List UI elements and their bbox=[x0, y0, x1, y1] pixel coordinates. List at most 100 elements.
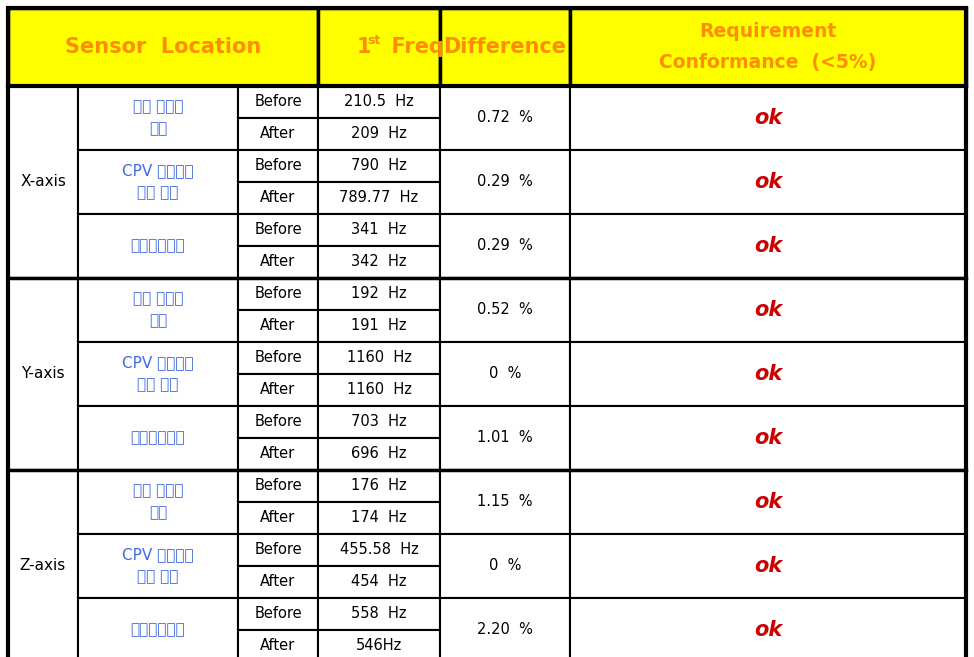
Bar bbox=[440, 534, 570, 598]
Bar bbox=[318, 342, 440, 374]
Text: After: After bbox=[260, 254, 296, 269]
Bar bbox=[318, 8, 440, 86]
Bar bbox=[238, 182, 318, 214]
Text: CPV 시스템의
더미 보드: CPV 시스템의 더미 보드 bbox=[122, 547, 194, 585]
Text: CPV 시스템의
더미 보드: CPV 시스템의 더미 보드 bbox=[122, 164, 194, 200]
Text: ok: ok bbox=[754, 108, 782, 128]
Text: 703  Hz: 703 Hz bbox=[352, 415, 407, 430]
Bar bbox=[8, 86, 78, 278]
Text: Before: Before bbox=[254, 350, 302, 365]
Bar bbox=[318, 502, 440, 534]
Text: 1.15  %: 1.15 % bbox=[477, 495, 533, 509]
Bar bbox=[78, 470, 238, 534]
Bar bbox=[318, 214, 440, 246]
Bar bbox=[440, 278, 570, 342]
Bar bbox=[78, 214, 238, 278]
Text: Z-axis: Z-axis bbox=[19, 558, 66, 574]
Bar bbox=[570, 470, 966, 534]
Bar bbox=[318, 630, 440, 657]
Text: 192  Hz: 192 Hz bbox=[352, 286, 407, 302]
Text: 455.58  Hz: 455.58 Hz bbox=[340, 543, 419, 558]
Text: ok: ok bbox=[754, 492, 782, 512]
Bar bbox=[440, 150, 570, 214]
Text: 342  Hz: 342 Hz bbox=[352, 254, 407, 269]
Text: CPV 시스템의
더미 보드: CPV 시스템의 더미 보드 bbox=[122, 355, 194, 393]
Text: ok: ok bbox=[754, 428, 782, 448]
Bar bbox=[78, 406, 238, 470]
Bar bbox=[318, 118, 440, 150]
Bar bbox=[570, 534, 966, 598]
Bar bbox=[318, 534, 440, 566]
Bar bbox=[238, 630, 318, 657]
Bar bbox=[8, 278, 78, 470]
Text: Before: Before bbox=[254, 286, 302, 302]
Bar bbox=[238, 342, 318, 374]
Bar bbox=[78, 86, 238, 150]
Text: 륨스 추력기
보드: 륨스 추력기 보드 bbox=[132, 484, 183, 520]
Text: Before: Before bbox=[254, 478, 302, 493]
Text: ok: ok bbox=[754, 620, 782, 640]
Bar bbox=[318, 438, 440, 470]
Text: ok: ok bbox=[754, 172, 782, 192]
Text: ok: ok bbox=[754, 236, 782, 256]
Text: 구속분리장치: 구속분리장치 bbox=[131, 238, 185, 254]
Bar bbox=[238, 598, 318, 630]
Bar bbox=[570, 342, 966, 406]
Bar bbox=[318, 374, 440, 406]
Text: 1160  Hz: 1160 Hz bbox=[347, 350, 411, 365]
Text: Difference: Difference bbox=[443, 37, 567, 57]
Text: 790  Hz: 790 Hz bbox=[351, 158, 407, 173]
Bar bbox=[570, 406, 966, 470]
Text: After: After bbox=[260, 639, 296, 654]
Bar bbox=[440, 214, 570, 278]
Bar bbox=[238, 470, 318, 502]
Text: 0  %: 0 % bbox=[489, 558, 521, 574]
Text: 209  Hz: 209 Hz bbox=[351, 127, 407, 141]
Text: Before: Before bbox=[254, 223, 302, 237]
Text: Before: Before bbox=[254, 606, 302, 622]
Bar bbox=[318, 406, 440, 438]
Bar bbox=[238, 246, 318, 278]
Text: 륨스 추력기
보드: 륨스 추력기 보드 bbox=[132, 99, 183, 137]
Bar bbox=[440, 598, 570, 657]
Bar bbox=[78, 598, 238, 657]
Text: 176  Hz: 176 Hz bbox=[352, 478, 407, 493]
Bar bbox=[318, 182, 440, 214]
Text: 1: 1 bbox=[357, 37, 371, 57]
Text: 558  Hz: 558 Hz bbox=[352, 606, 407, 622]
Text: 2.20  %: 2.20 % bbox=[477, 622, 533, 637]
Text: Freq.: Freq. bbox=[377, 37, 452, 57]
Bar bbox=[318, 310, 440, 342]
Bar bbox=[238, 534, 318, 566]
Text: 0.29  %: 0.29 % bbox=[477, 238, 533, 254]
Bar bbox=[440, 406, 570, 470]
Bar bbox=[570, 150, 966, 214]
Bar bbox=[78, 342, 238, 406]
Text: ok: ok bbox=[754, 364, 782, 384]
Text: 구속분리장치: 구속분리장치 bbox=[131, 622, 185, 637]
Bar bbox=[8, 470, 78, 657]
Bar bbox=[238, 214, 318, 246]
Bar bbox=[238, 502, 318, 534]
Text: Before: Before bbox=[254, 95, 302, 110]
Text: 210.5  Hz: 210.5 Hz bbox=[344, 95, 414, 110]
Bar bbox=[440, 86, 570, 150]
Bar bbox=[318, 566, 440, 598]
Bar bbox=[318, 598, 440, 630]
Bar bbox=[570, 598, 966, 657]
Bar bbox=[78, 150, 238, 214]
Text: After: After bbox=[260, 127, 296, 141]
Text: After: After bbox=[260, 510, 296, 526]
Text: X-axis: X-axis bbox=[20, 175, 66, 189]
Text: After: After bbox=[260, 191, 296, 206]
Bar bbox=[238, 310, 318, 342]
Bar bbox=[570, 278, 966, 342]
Text: Requirement
Conformance  (<5%): Requirement Conformance (<5%) bbox=[659, 22, 877, 72]
Bar bbox=[440, 342, 570, 406]
Text: 0.29  %: 0.29 % bbox=[477, 175, 533, 189]
Text: Before: Before bbox=[254, 158, 302, 173]
Text: ok: ok bbox=[754, 556, 782, 576]
Text: st: st bbox=[367, 34, 380, 47]
Text: 0  %: 0 % bbox=[489, 367, 521, 382]
Text: 1160  Hz: 1160 Hz bbox=[347, 382, 411, 397]
